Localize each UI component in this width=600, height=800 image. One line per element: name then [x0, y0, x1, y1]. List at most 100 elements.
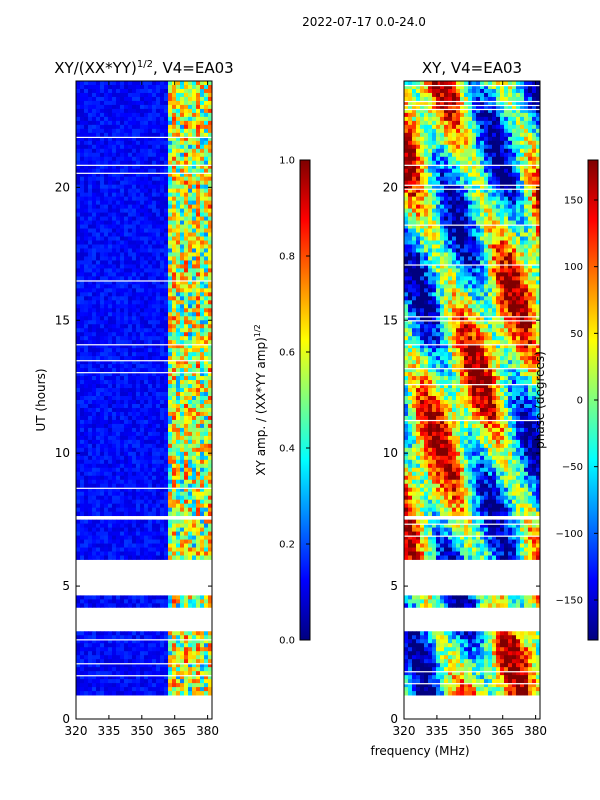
- heatmap-cell: [192, 344, 197, 349]
- heatmap-cell: [100, 348, 105, 353]
- heatmap-cell: [192, 459, 197, 465]
- heatmap-cell: [96, 100, 101, 106]
- heatmap-cell: [176, 439, 181, 445]
- heatmap-cell: [136, 308, 141, 313]
- heatmap-cell: [120, 647, 125, 652]
- heatmap-cell: [152, 168, 157, 174]
- heatmap-cell: [92, 324, 97, 329]
- heatmap-cell: [76, 212, 81, 217]
- heatmap-cell: [176, 176, 181, 182]
- heatmap-cell: [196, 340, 201, 345]
- heatmap-cell: [136, 148, 141, 154]
- heatmap-cell: [148, 503, 153, 509]
- heatmap-cell: [76, 100, 81, 106]
- heatmap-cell: [204, 376, 209, 381]
- heatmap-cell: [96, 599, 101, 604]
- heatmap-cell: [132, 599, 137, 604]
- heatmap-cell: [88, 256, 93, 261]
- heatmap-cell: [160, 120, 165, 126]
- heatmap-cell: [168, 603, 173, 608]
- heatmap-cell: [112, 184, 117, 190]
- heatmap-cell: [108, 180, 113, 186]
- heatmap-cell: [100, 388, 105, 393]
- heatmap-cell: [112, 204, 117, 209]
- heatmap-cell: [200, 419, 205, 425]
- heatmap-cell: [156, 268, 161, 273]
- colorbar-tick-label: 0.2: [279, 540, 295, 551]
- heatmap-cell: [188, 511, 193, 517]
- heatmap-cell: [116, 531, 121, 536]
- heatmap-cell: [196, 475, 201, 481]
- heatmap-cell: [164, 675, 169, 680]
- heatmap-cell: [104, 232, 109, 237]
- heatmap-cell: [148, 180, 153, 186]
- heatmap-cell: [180, 415, 185, 421]
- heatmap-cell: [104, 467, 109, 473]
- heatmap-cell: [120, 216, 125, 221]
- heatmap-cell: [84, 272, 89, 277]
- heatmap-cell: [464, 104, 469, 110]
- heatmap-cell: [188, 655, 193, 660]
- heatmap-cell: [116, 160, 121, 166]
- heatmap-cell: [88, 140, 93, 146]
- heatmap-cell: [176, 148, 181, 154]
- heatmap-cell: [160, 507, 165, 513]
- heatmap-cell: [536, 88, 540, 94]
- heatmap-cell: [192, 216, 197, 221]
- heatmap-cell: [116, 180, 121, 186]
- heatmap-cell: [176, 272, 181, 277]
- heatmap-cell: [140, 659, 145, 664]
- heatmap-cell: [176, 92, 181, 98]
- heatmap-cell: [84, 252, 89, 257]
- heatmap-cell: [80, 415, 85, 421]
- heatmap-cell: [200, 328, 205, 333]
- heatmap-cell: [196, 92, 201, 98]
- heatmap-cell: [148, 543, 153, 548]
- heatmap-cell: [172, 407, 177, 413]
- heatmap-cell: [108, 475, 113, 481]
- heatmap-cell: [108, 116, 113, 122]
- heatmap-cell: [76, 81, 81, 86]
- heatmap-cell: [204, 152, 209, 158]
- heatmap-cell: [168, 312, 173, 317]
- heatmap-cell: [156, 124, 161, 130]
- heatmap-cell: [148, 244, 153, 249]
- heatmap-cell: [136, 224, 141, 229]
- heatmap-cell: [140, 368, 145, 373]
- heatmap-cell: [124, 284, 129, 289]
- heatmap-cell: [188, 519, 193, 525]
- heatmap-cell: [148, 487, 153, 493]
- heatmap-cell: [204, 304, 209, 309]
- heatmap-cell: [84, 447, 89, 453]
- heatmap-cell: [132, 487, 137, 493]
- heatmap-cell: [132, 499, 137, 505]
- heatmap-cell: [168, 372, 173, 377]
- heatmap-cell: [88, 471, 93, 477]
- heatmap-cell: [80, 599, 85, 604]
- heatmap-cell: [100, 667, 105, 672]
- heatmap-cell: [160, 292, 165, 297]
- heatmap-cell: [76, 236, 81, 241]
- heatmap-cell: [88, 659, 93, 664]
- heatmap-cell: [92, 384, 97, 389]
- heatmap-cell: [84, 443, 89, 449]
- heatmap-cell: [96, 396, 101, 401]
- heatmap-cell: [80, 176, 85, 182]
- heatmap-cell: [168, 663, 173, 668]
- heatmap-cell: [144, 479, 149, 485]
- heatmap-cell: [180, 144, 185, 150]
- heatmap-cell: [136, 647, 141, 652]
- heatmap-cell: [180, 332, 185, 337]
- heatmap-cell: [116, 479, 121, 485]
- heatmap-cell: [156, 336, 161, 341]
- heatmap-cell: [176, 667, 181, 672]
- heatmap-cell: [88, 419, 93, 425]
- heatmap-cell: [136, 671, 141, 676]
- heatmap-cell: [84, 487, 89, 493]
- heatmap-cell: [104, 380, 109, 385]
- heatmap-cell: [464, 81, 469, 86]
- heatmap-cell: [144, 403, 149, 409]
- heatmap-cell: [208, 160, 212, 166]
- heatmap-cell: [184, 427, 189, 433]
- heatmap-cell: [76, 403, 81, 409]
